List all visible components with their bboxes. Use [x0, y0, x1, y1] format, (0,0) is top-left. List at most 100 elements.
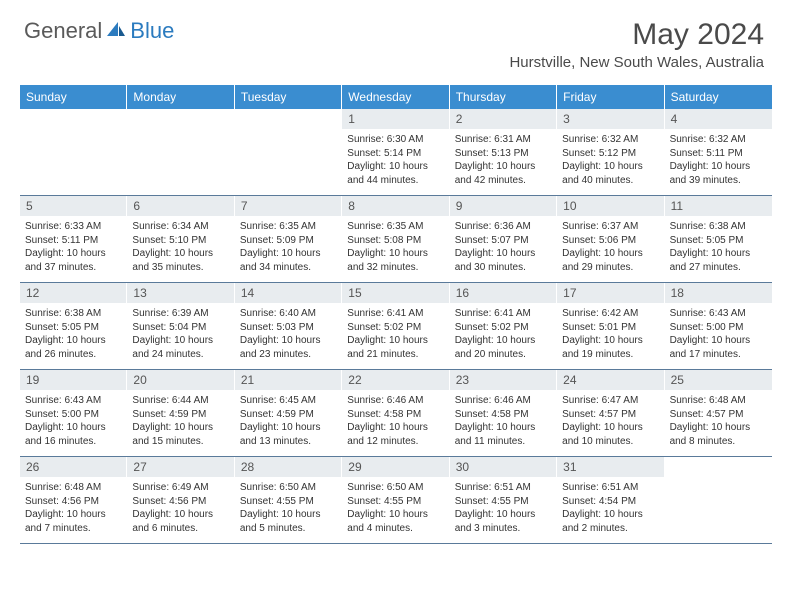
- cell-line: Sunrise: 6:49 AM: [132, 481, 228, 495]
- cell-line: Daylight: 10 hours: [562, 160, 658, 174]
- cell-line: Sunrise: 6:36 AM: [455, 220, 551, 234]
- location: Hurstville, New South Wales, Australia: [509, 54, 764, 71]
- header: General Blue May 2024 Hurstville, New So…: [0, 0, 792, 75]
- cell-line: Sunset: 4:58 PM: [455, 408, 551, 422]
- cell-line: Sunrise: 6:48 AM: [25, 481, 121, 495]
- cell-line: Sunrise: 6:44 AM: [132, 394, 228, 408]
- cell-line: and 26 minutes.: [25, 348, 121, 362]
- cell-line: Daylight: 10 hours: [132, 247, 228, 261]
- cell-body: Sunrise: 6:48 AMSunset: 4:56 PMDaylight:…: [20, 477, 126, 540]
- calendar-cell: [235, 109, 342, 195]
- calendar-cell: 31Sunrise: 6:51 AMSunset: 4:54 PMDayligh…: [557, 457, 664, 543]
- calendar-cell: 17 Sunrise: 6:42 AMSunset: 5:01 PMDayligh…: [557, 283, 664, 369]
- cell-line: Sunrise: 6:30 AM: [347, 133, 443, 147]
- calendar-cell: 8Sunrise: 6:35 AMSunset: 5:08 PMDaylight…: [342, 196, 449, 282]
- calendar-cell: 4Sunrise: 6:32 AMSunset: 5:11 PMDaylight…: [665, 109, 772, 195]
- calendar-cell: 13Sunrise: 6:39 AMSunset: 5:04 PMDayligh…: [127, 283, 234, 369]
- cell-line: and 39 minutes.: [670, 174, 767, 188]
- month-title: May 2024: [509, 18, 764, 52]
- cell-line: and 30 minutes.: [455, 261, 551, 275]
- date-number: 13: [127, 283, 233, 303]
- cell-line: Sunrise: 6:45 AM: [240, 394, 336, 408]
- cell-line: and 44 minutes.: [347, 174, 443, 188]
- calendar-cell: [665, 457, 772, 543]
- date-number: 24: [557, 370, 663, 390]
- cell-body: Sunrise: 6:34 AMSunset: 5:10 PMDaylight:…: [127, 216, 233, 279]
- cell-line: Daylight: 10 hours: [240, 247, 336, 261]
- cell-line: Daylight: 10 hours: [562, 508, 658, 522]
- cell-line: Sunrise: 6:38 AM: [25, 307, 121, 321]
- calendar-cell: 30Sunrise: 6:51 AMSunset: 4:55 PMDayligh…: [450, 457, 557, 543]
- date-number: 26: [20, 457, 126, 477]
- day-header-row: SundayMondayTuesdayWednesdayThursdayFrid…: [20, 85, 772, 109]
- cell-line: Sunset: 5:05 PM: [25, 321, 121, 335]
- cell-line: Sunrise: 6:46 AM: [455, 394, 551, 408]
- cell-line: Daylight: 10 hours: [455, 160, 551, 174]
- cell-line: Sunrise: 6:35 AM: [240, 220, 336, 234]
- cell-line: Sunrise: 6:50 AM: [240, 481, 336, 495]
- cell-line: Daylight: 10 hours: [25, 421, 121, 435]
- cell-line: Sunset: 5:08 PM: [347, 234, 443, 248]
- cell-body: Sunrise: 6:30 AMSunset: 5:14 PMDaylight:…: [342, 129, 448, 192]
- logo-sail-icon: [106, 20, 128, 43]
- date-number: 23: [450, 370, 556, 390]
- cell-line: Daylight: 10 hours: [347, 247, 443, 261]
- cell-line: Daylight: 10 hours: [455, 334, 551, 348]
- date-number: 5: [20, 196, 126, 216]
- calendar-cell: 11Sunrise: 6:38 AMSunset: 5:05 PMDayligh…: [665, 196, 772, 282]
- cell-line: Sunset: 5:07 PM: [455, 234, 551, 248]
- cell-line: Sunset: 5:11 PM: [25, 234, 121, 248]
- cell-line: Daylight: 10 hours: [25, 247, 121, 261]
- cell-line: Daylight: 10 hours: [132, 421, 228, 435]
- calendar-cell: 1Sunrise: 6:30 AMSunset: 5:14 PMDaylight…: [342, 109, 449, 195]
- calendar-cell: 3Sunrise: 6:32 AMSunset: 5:12 PMDaylight…: [557, 109, 664, 195]
- cell-line: Sunrise: 6:34 AM: [132, 220, 228, 234]
- cell-line: and 42 minutes.: [455, 174, 551, 188]
- cell-body: Sunrise: 6:50 AMSunset: 4:55 PMDaylight:…: [235, 477, 341, 540]
- date-number: 4: [665, 109, 772, 129]
- cell-line: and 10 minutes.: [562, 435, 658, 449]
- cell-line: Sunrise: 6:42 AM: [562, 307, 658, 321]
- cell-line: Sunset: 4:57 PM: [670, 408, 767, 422]
- date-number: 1: [342, 109, 448, 129]
- cell-line: Sunset: 5:01 PM: [562, 321, 658, 335]
- cell-body: Sunrise: 6:51 AMSunset: 4:54 PMDaylight:…: [557, 477, 663, 540]
- cell-body: Sunrise: 6:45 AMSunset: 4:59 PMDaylight:…: [235, 390, 341, 453]
- cell-line: Sunset: 4:55 PM: [455, 495, 551, 509]
- day-header: Friday: [557, 85, 664, 109]
- day-header: Tuesday: [235, 85, 342, 109]
- cell-line: and 7 minutes.: [25, 522, 121, 536]
- cell-line: Sunrise: 6:39 AM: [132, 307, 228, 321]
- week-row: 1Sunrise: 6:30 AMSunset: 5:14 PMDaylight…: [20, 109, 772, 196]
- cell-line: Daylight: 10 hours: [132, 334, 228, 348]
- cell-line: Daylight: 10 hours: [132, 508, 228, 522]
- cell-line: and 34 minutes.: [240, 261, 336, 275]
- cell-line: Daylight: 10 hours: [347, 421, 443, 435]
- cell-line: Daylight: 10 hours: [25, 508, 121, 522]
- cell-line: and 24 minutes.: [132, 348, 228, 362]
- cell-line: Daylight: 10 hours: [670, 247, 767, 261]
- calendar-cell: 21Sunrise: 6:45 AMSunset: 4:59 PMDayligh…: [235, 370, 342, 456]
- cell-body: Sunrise: 6:35 AMSunset: 5:09 PMDaylight:…: [235, 216, 341, 279]
- logo: General Blue: [24, 18, 174, 44]
- cell-line: Daylight: 10 hours: [562, 247, 658, 261]
- cell-line: Daylight: 10 hours: [240, 334, 336, 348]
- cell-body: Sunrise: 6:48 AMSunset: 4:57 PMDaylight:…: [665, 390, 772, 453]
- day-header: Thursday: [450, 85, 557, 109]
- calendar-cell: 24Sunrise: 6:47 AMSunset: 4:57 PMDayligh…: [557, 370, 664, 456]
- cell-line: and 21 minutes.: [347, 348, 443, 362]
- cell-line: Sunrise: 6:51 AM: [562, 481, 658, 495]
- date-number: 20: [127, 370, 233, 390]
- cell-line: Sunrise: 6:41 AM: [347, 307, 443, 321]
- cell-line: Daylight: 10 hours: [562, 334, 658, 348]
- date-number: 6: [127, 196, 233, 216]
- cell-line: Daylight: 10 hours: [670, 334, 767, 348]
- date-number: 28: [235, 457, 341, 477]
- date-number: 17: [557, 283, 663, 303]
- logo-text-blue: Blue: [130, 18, 174, 44]
- cell-body: Sunrise: 6:38 AMSunset: 5:05 PMDaylight:…: [665, 216, 772, 279]
- cell-line: Sunrise: 6:51 AM: [455, 481, 551, 495]
- cell-line: Daylight: 10 hours: [347, 508, 443, 522]
- cell-line: Sunrise: 6:31 AM: [455, 133, 551, 147]
- cell-line: Daylight: 10 hours: [240, 421, 336, 435]
